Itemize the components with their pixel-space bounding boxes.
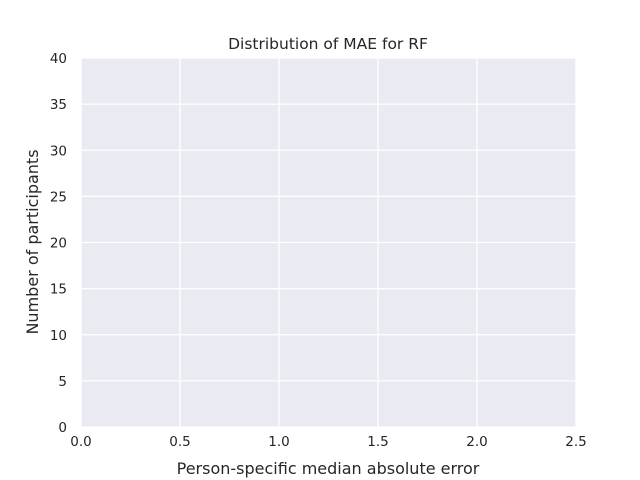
y-tick-label: 0 — [58, 420, 67, 436]
x-axis-label: Person-specific median absolute error — [177, 459, 480, 478]
y-tick-label: 20 — [50, 236, 67, 252]
x-tick-label: 1.0 — [268, 434, 289, 450]
tick-labels: 0.0 0.5 1.0 1.5 2.0 2.5 0 5 10 15 20 25 30 35 40 — [50, 51, 587, 450]
y-tick-label: 25 — [50, 189, 67, 205]
y-tick-label: 10 — [50, 328, 67, 344]
x-tick-label: 0.5 — [169, 434, 190, 450]
y-tick-label: 15 — [50, 282, 67, 298]
x-tick-label: 1.5 — [367, 434, 388, 450]
x-tick-label: 2.5 — [565, 434, 586, 450]
y-tick-label: 40 — [50, 51, 67, 67]
grid-lines — [80, 57, 577, 428]
y-tick-label: 30 — [50, 143, 67, 159]
y-tick-label: 5 — [58, 374, 67, 390]
x-tick-label: 0.0 — [70, 434, 91, 450]
y-axis-label: Number of participants — [23, 149, 42, 334]
x-tick-label: 2.0 — [466, 434, 487, 450]
chart-title: Distribution of MAE for RF — [228, 35, 428, 53]
y-tick-label: 35 — [50, 97, 67, 113]
